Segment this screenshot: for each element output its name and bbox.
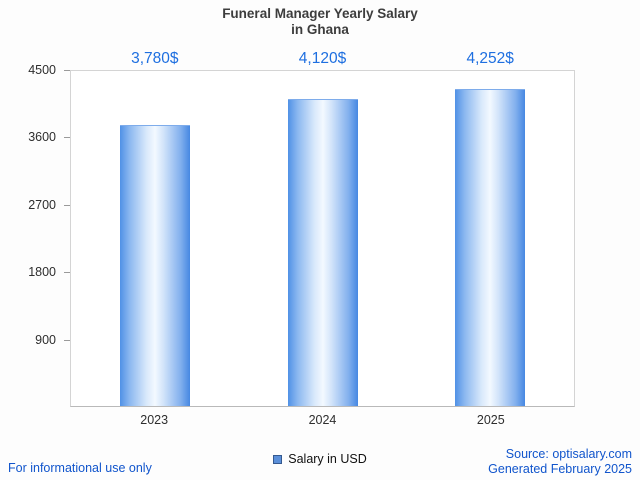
bar-value-label-2025: 4,252$ [466, 50, 514, 67]
chart-title: Funeral Manager Yearly Salary in Ghana [0, 6, 640, 37]
y-axis-tick-label: 1800 [28, 265, 70, 280]
salary-bar-2025 [455, 89, 526, 406]
y-axis-tick-label: 4500 [28, 63, 70, 77]
x-axis-label-2024: 2024 [308, 413, 337, 427]
source-info: Source: optisalary.com Generated Februar… [488, 447, 632, 477]
salary-bar-2023 [119, 124, 190, 406]
y-axis-tick-label: 3600 [28, 130, 70, 145]
bar-value-label-2024: 4,120$ [298, 50, 347, 67]
legend-swatch-icon [273, 454, 283, 464]
source-link[interactable]: Source: optisalary.com [505, 447, 632, 461]
generated-date: Generated February 2025 [488, 462, 632, 476]
bar-column-2024: 4,120$ [239, 50, 407, 406]
plot-area: 3,780$ 4,120$ 4,252$ [70, 50, 575, 407]
salary-bar-2024 [287, 99, 358, 406]
bar-column-2023: 3,780$ [71, 50, 239, 406]
chart-title-line2: in Ghana [291, 21, 349, 37]
x-axis: 2023 2024 2025 [70, 413, 575, 427]
bar-value-label-2023: 3,780$ [131, 50, 179, 67]
bar-column-2025: 4,252$ [406, 50, 574, 406]
y-axis-tick-label: 900 [35, 332, 70, 347]
disclaimer-text: For informational use only [8, 461, 152, 475]
legend-label: Salary in USD [288, 452, 367, 466]
chart-title-line1: Funeral Manager Yearly Salary [222, 6, 418, 21]
x-axis-label-2025: 2025 [476, 413, 505, 427]
x-axis-label-2023: 2023 [140, 413, 169, 427]
y-axis: 4500 3600 2700 1800 900 [0, 63, 70, 407]
legend: Salary in USD [0, 452, 640, 466]
y-axis-tick-label: 2700 [28, 197, 70, 212]
